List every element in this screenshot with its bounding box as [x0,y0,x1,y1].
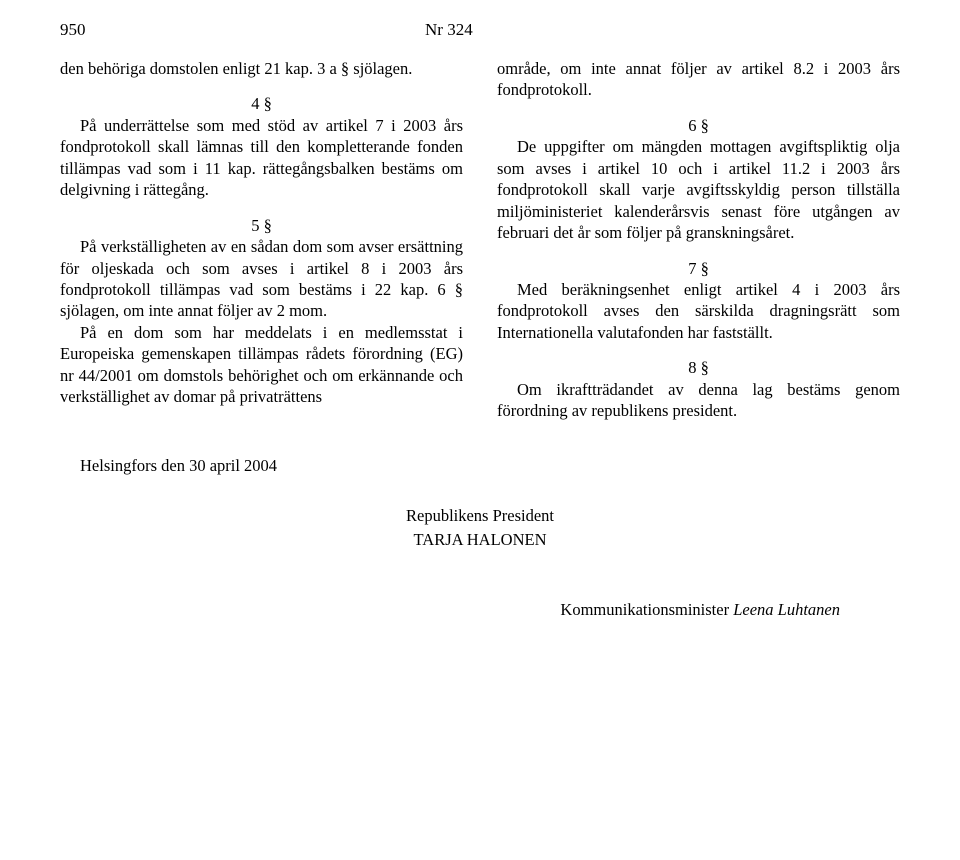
columns-layout: den behöriga domstolen enligt 21 kap. 3 … [60,58,900,436]
left-column: den behöriga domstolen enligt 21 kap. 3 … [60,58,463,436]
body-text: På underrättelse som med stöd av artikel… [60,115,463,201]
section-number: 6 § [497,115,900,136]
right-column: område, om inte annat följer av artikel … [497,58,900,436]
body-text: På en dom som har meddelats i en medlems… [60,322,463,408]
president-title: Republikens President [60,506,900,526]
section-number: 4 § [60,93,463,114]
page-container: 950 Nr 324 den behöriga domstolen enligt… [0,0,960,640]
president-name: TARJA HALONEN [60,530,900,550]
date-line: Helsingfors den 30 april 2004 [60,456,900,476]
signature-block: Republikens President TARJA HALONEN [60,506,900,550]
body-text: Om ikraftträdandet av denna lag bestäms … [497,379,900,422]
body-text: De uppgifter om mängden mottagen avgifts… [497,136,900,243]
section-number: 7 § [497,258,900,279]
section-number: 5 § [60,215,463,236]
body-text: område, om inte annat följer av artikel … [497,58,900,101]
body-text: den behöriga domstolen enligt 21 kap. 3 … [60,58,463,79]
section-number: 8 § [497,357,900,378]
body-text: Med beräkningsenhet enligt artikel 4 i 2… [497,279,900,343]
document-number: Nr 324 [425,20,473,40]
body-text: På verkställigheten av en sådan dom som … [60,236,463,322]
minister-label: Kommunikationsminister [560,600,733,619]
minister-name: Leena Luhtanen [733,600,840,619]
page-number: 950 [60,20,140,40]
page-header: 950 Nr 324 [60,20,900,40]
minister-line: Kommunikationsminister Leena Luhtanen [60,600,900,620]
